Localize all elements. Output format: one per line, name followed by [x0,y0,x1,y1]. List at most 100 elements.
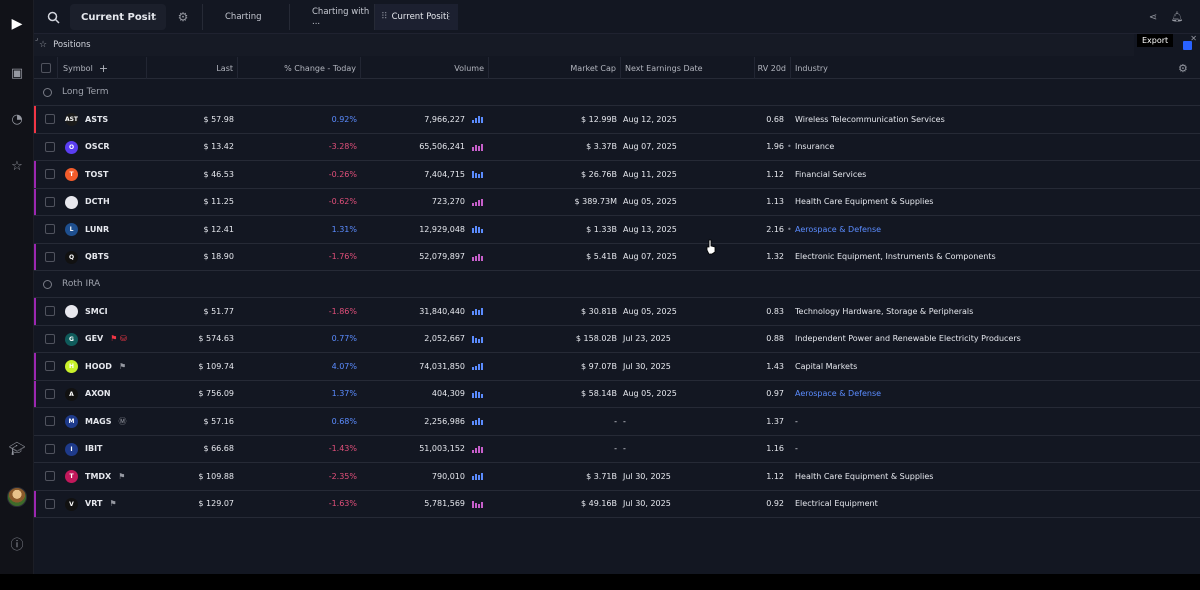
row-checkbox[interactable] [45,244,55,271]
row-checkbox[interactable] [45,326,55,353]
table-row[interactable]: H HOOD ⚑ $ 109.74 4.07% 74,031,850 $ 97.07B Jul… [34,353,1200,381]
symbol-flag-icon[interactable]: ⚑ [118,361,127,371]
market-cap: $ 5.41B [586,252,617,262]
column-header-market-cap[interactable]: Market Cap [489,57,621,79]
symbol-cell[interactable]: MAGS Ⓜ [85,408,126,435]
star-icon[interactable]: ☆ [39,40,48,50]
user-avatar[interactable] [7,487,27,507]
symbol-cell[interactable]: TMDX ⚑ [85,463,125,490]
watchlist-select[interactable]: Current Posit ⌄ [70,4,166,30]
more-options-icon[interactable]: ⋮ [444,12,454,22]
volume: 52,079,897 [419,252,465,262]
column-header-rv[interactable]: RV 20d [755,57,791,79]
row-checkbox[interactable] [45,381,55,408]
share-icon[interactable]: ⋖ [1148,11,1158,23]
tab-label: Charting with ... [312,7,370,27]
symbol-cell[interactable]: LUNR [85,216,109,243]
row-checkbox[interactable] [45,463,55,490]
row-checkbox[interactable] [45,408,55,435]
column-header-industry[interactable]: Industry [791,57,1171,79]
column-header-last[interactable]: Last [147,57,238,79]
row-checkbox[interactable] [45,298,55,325]
symbol-cell[interactable]: SMCI [85,298,108,325]
search-icon[interactable] [40,4,66,30]
left-sidebar: ▶ ▣ ◔ ☆ 🎓︎ ⓘ [0,0,34,574]
symbol-flag-icon[interactable]: ⚑ [109,499,117,509]
table-row[interactable]: Q QBTS $ 18.90 -1.76% 52,079,897 $ 5.41B Aug 0… [34,243,1200,271]
help-icon[interactable]: ⓘ [10,537,24,553]
row-checkbox[interactable] [45,216,55,243]
group-header[interactable]: Long Term [34,79,1200,106]
symbol-cell[interactable]: HOOD ⚑ [85,353,126,380]
gear-icon[interactable]: ⚙ [1178,61,1188,75]
industry[interactable]: Aerospace & Defense [795,389,882,399]
rv-20d: 1.12 [766,169,784,179]
symbol-cell[interactable]: TOST [85,161,108,188]
table-row[interactable]: V VRT ⚑ $ 129.07 -1.63% 5,781,569 $ 49.16B Jul … [34,490,1200,518]
rv-20d: 1.13 [766,197,784,207]
symbol-flag-icon[interactable]: ⚑ ⛁ [110,334,127,344]
table-row[interactable]: T TOST $ 46.53 -0.26% 7,404,715 $ 26.76B Aug 1… [34,161,1200,189]
row-checkbox[interactable] [45,106,55,133]
table-row[interactable]: G GEV ⚑ ⛁ $ 574.63 0.77% 2,052,667 $ 158.02B Ju… [34,326,1200,353]
alerts-icon[interactable]: ◔ [11,111,23,127]
row-checkbox[interactable] [45,353,55,380]
symbol-cell[interactable]: QBTS [85,244,109,271]
symbol-cell[interactable]: ASTS [85,106,108,133]
next-earnings-date: Jul 30, 2025 [623,471,671,481]
tab-charting[interactable]: Charting [202,4,288,30]
table-row[interactable]: T TMDX ⚑ $ 109.88 -2.35% 790,010 $ 3.71B Jul 30… [34,463,1200,491]
row-checkbox[interactable] [45,134,55,161]
symbol-cell[interactable]: IBIT [85,436,103,463]
logo-icon[interactable]: ▶ [11,16,23,32]
table-row[interactable]: L LUNR $ 12.41 1.31% 12,929,048 $ 1.33B Aug 13… [34,216,1200,244]
layout-settings-icon[interactable]: ⚙︎ [177,10,189,24]
symbol-cell[interactable]: GEV ⚑ ⛁ [85,326,127,353]
table-row[interactable]: AST ASTS $ 57.98 0.92% 7,966,227 $ 12.99B Aug … [34,106,1200,134]
industry[interactable]: Aerospace & Defense [795,224,882,234]
next-earnings-date: Aug 05, 2025 [623,197,677,207]
symbol-flag-icon[interactable]: Ⓜ [118,416,127,426]
next-earnings-date: Aug 07, 2025 [623,142,677,152]
select-all-checkbox[interactable] [34,57,58,79]
drag-handle-icon[interactable]: ⠿ [381,12,388,22]
add-symbol-icon[interactable]: + [98,61,109,75]
column-header-change[interactable]: % Change - Today [238,57,361,79]
symbol-logo-icon: V [65,497,78,511]
symbol-ticker: ASTS [85,114,109,124]
education-icon[interactable]: 🎓︎ [8,441,26,457]
column-header-earnings[interactable]: Next Earnings Date [621,57,755,79]
symbol-cell[interactable]: OSCR [85,134,110,161]
table-row[interactable]: M MAGS Ⓜ $ 57.16 0.68% 2,256,986- -1.37- [34,408,1200,436]
column-header-symbol[interactable]: Symbol + [59,57,147,79]
group-header[interactable]: Roth IRA [34,271,1200,298]
market-cap: - [614,416,617,426]
positions-panel: ☆ Positions ⌟ ✕ Symbol + Last % Change -… [34,34,1200,574]
tab-current-positions[interactable]: ⠿ Current Positi ⋮ [374,4,458,30]
favorites-star-icon[interactable]: ☆ [11,158,23,174]
indicator-dot-icon: • [787,142,792,152]
table-row[interactable]: SMCI $ 51.77 -1.86% 31,840,440 $ 30.81B Aug 0… [34,298,1200,326]
table-row[interactable]: O OSCR $ 13.42 -3.28% 65,506,241 $ 3.37B Aug 0… [34,134,1200,161]
row-checkbox[interactable] [45,189,55,216]
export-button[interactable] [1183,41,1192,50]
table-row[interactable]: A AXON $ 756.09 1.37% 404,309 $ 58.14B Aug 05,… [34,380,1200,408]
bell-icon[interactable]: 🔔︎ [1170,11,1184,23]
resize-corner-icon[interactable]: ⌟ [35,34,39,42]
row-checkbox[interactable] [45,436,55,463]
close-icon[interactable]: ✕ [1190,34,1197,43]
table-row[interactable]: DCTH $ 11.25 -0.62% 723,270 $ 389.73M Aug 05,… [34,188,1200,216]
collapse-group-icon[interactable] [43,279,52,289]
column-header-volume[interactable]: Volume [361,57,489,79]
tab-charting-with[interactable]: Charting with ... [289,4,373,30]
symbol-flag-icon[interactable]: ⚑ [118,471,126,481]
symbol-cell[interactable]: VRT ⚑ [85,491,117,518]
table-row[interactable]: I IBIT $ 66.68 -1.43% 51,003,152- -1.16- [34,436,1200,463]
row-checkbox[interactable] [45,491,55,518]
symbol-cell[interactable]: DCTH [85,189,110,216]
watchlist-icon[interactable]: ▣ [10,65,24,81]
row-checkbox[interactable] [45,161,55,188]
symbol-cell[interactable]: AXON [85,381,111,408]
market-cap: $ 12.99B [580,114,617,124]
collapse-group-icon[interactable] [43,87,52,97]
